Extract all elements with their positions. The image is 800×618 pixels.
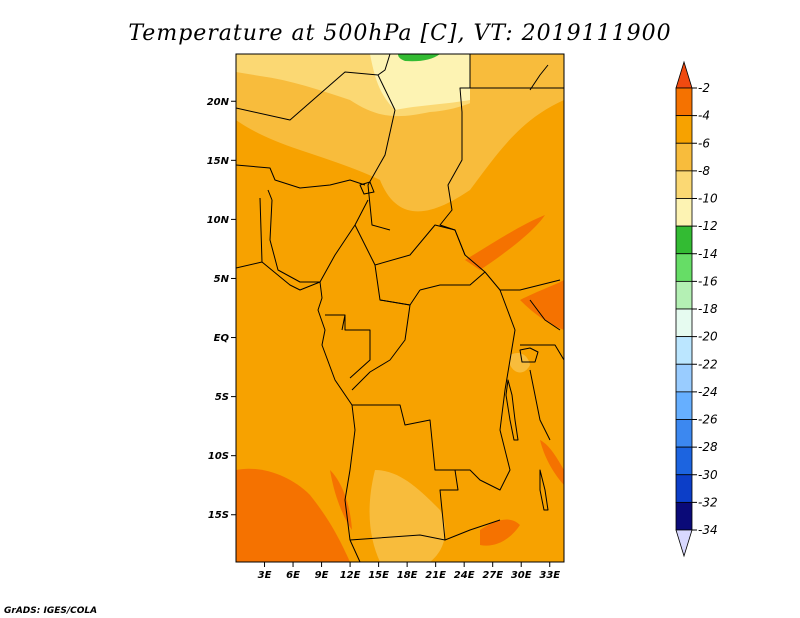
lake-victoria [519, 347, 539, 363]
y-tick-label: EQ [214, 333, 230, 344]
y-tick-label: 15N [207, 156, 230, 167]
colorbar-swatch [675, 142, 693, 172]
map-title: Temperature at 500hPa [C], VT: 201911190… [128, 21, 671, 46]
x-tick-label: 9E [315, 570, 329, 581]
colorbar-level-label: -14 [698, 247, 718, 261]
x-tick-label: 18E [397, 570, 418, 581]
border-niger-chad [367, 109, 396, 231]
lake-chad [359, 181, 375, 195]
border-drc-east [455, 289, 516, 491]
contour-minus4-east-south [540, 440, 564, 485]
x-tick-label: 21E [425, 570, 446, 581]
contour-minus6-east [510, 353, 530, 373]
y-tick-label: 20N [207, 97, 230, 108]
border-car [374, 224, 486, 291]
colorbar-level-label: -24 [698, 385, 718, 399]
colorbar-swatch [675, 363, 693, 393]
y-tick-label: 10S [208, 451, 229, 462]
y-tick-label: 5N [214, 274, 230, 285]
country-borders [236, 54, 564, 562]
red-sea-coast [529, 64, 549, 91]
colorbar-level-label: -16 [698, 274, 718, 288]
border-libya-egypt [459, 54, 471, 113]
grads-credit: GrADS: IGES/COLA [4, 606, 97, 616]
contour-minus6-northeast [470, 54, 564, 110]
border-east-africa [520, 299, 564, 441]
colorbar-level-label: -28 [698, 440, 718, 454]
colorbar-level-label: -12 [698, 219, 718, 233]
x-tick-label: 24E [454, 570, 475, 581]
colorbar-swatch [675, 198, 693, 227]
border-algeria-niger [236, 71, 396, 121]
colorbar-swatch [675, 280, 693, 310]
axis-ticks [231, 100, 551, 567]
coastline-west-africa [236, 261, 356, 541]
y-tick-label: 10N [207, 215, 230, 226]
y-tick-label: 15S [208, 510, 229, 521]
colorbar-swatch [675, 419, 693, 448]
longitude-tick-labels: 3E 6E 9E 12E 15E 18E 21E 24E 27E 30E 33E [258, 570, 561, 581]
border-libya-chad [377, 54, 391, 76]
colorbar: -2 -4 -6 -8 -10 -12 -14 -16 -18 -20 -22 -24 -26 -28 -3… [675, 60, 718, 558]
colorbar-top-triangle [675, 60, 693, 89]
colorbar-level-label: -2 [698, 81, 710, 95]
colorbar-swatch [675, 501, 693, 531]
colorbar-bottom-triangle [675, 529, 693, 558]
contour-minus4-east [520, 280, 564, 330]
x-tick-label: 15E [368, 570, 389, 581]
border-gabon-congo [325, 314, 371, 379]
x-tick-label: 12E [340, 570, 361, 581]
y-tick-label: 5S [215, 392, 229, 403]
colorbar-swatch [675, 225, 693, 255]
colorbar-swatch [675, 474, 693, 503]
colorbar-level-label: -26 [698, 413, 718, 427]
colorbar-level-label: -30 [698, 468, 718, 482]
colorbar-swatch [675, 115, 693, 144]
contour-minus10-north [370, 54, 470, 110]
x-tick-label: 3E [258, 570, 272, 581]
contour-minus12-patch [398, 54, 440, 62]
colorbar-level-label: -22 [698, 357, 718, 371]
border-nigeria [269, 199, 369, 283]
colorbar-level-label: -4 [698, 109, 710, 123]
contour-minus6-south [369, 470, 446, 562]
x-tick-label: 27E [482, 570, 503, 581]
temperature-contours [236, 54, 564, 562]
x-tick-label: 30E [511, 570, 532, 581]
latitude-tick-labels: 20N 15N 10N 5N EQ 5S 10S 15S [207, 97, 230, 521]
colorbar-level-label: -20 [698, 330, 718, 344]
contour-minus4-southeast [480, 519, 520, 546]
x-tick-label: 6E [286, 570, 300, 581]
border-angola [349, 404, 459, 541]
colorbar-swatch [675, 87, 693, 117]
border-south-sudan [484, 271, 561, 291]
colorbar-level-label: -18 [698, 302, 718, 316]
lake-tanganyika [505, 379, 519, 441]
colorbar-swatch [675, 336, 693, 365]
colorbar-swatch [675, 253, 693, 282]
border-benin [259, 189, 273, 263]
colorbar-swatch [675, 446, 693, 476]
map-panel: 3E 6E 9E 12E 15E 18E 21E 24E 27E 30E 33E 20N 15N 10N… [207, 53, 565, 581]
border-congo-drc [351, 299, 411, 391]
contour-minus4-southwest [236, 468, 350, 562]
x-tick-label: 33E [539, 570, 560, 581]
map-frame [235, 53, 565, 563]
contour-minus4-east-band [465, 215, 545, 270]
colorbar-level-label: -6 [698, 136, 710, 150]
border-namibia [349, 519, 501, 562]
border-niger-mali [236, 164, 366, 189]
colorbar-level-label: -10 [698, 192, 718, 206]
lake-malawi [539, 469, 549, 511]
colorbar-swatch [675, 170, 693, 199]
colorbar-swatch [675, 391, 693, 420]
colorbar-swatch [675, 308, 693, 338]
colorbar-level-label: -32 [698, 495, 718, 509]
colorbar-level-label: -8 [698, 164, 710, 178]
colorbar-level-label: -34 [698, 523, 718, 537]
